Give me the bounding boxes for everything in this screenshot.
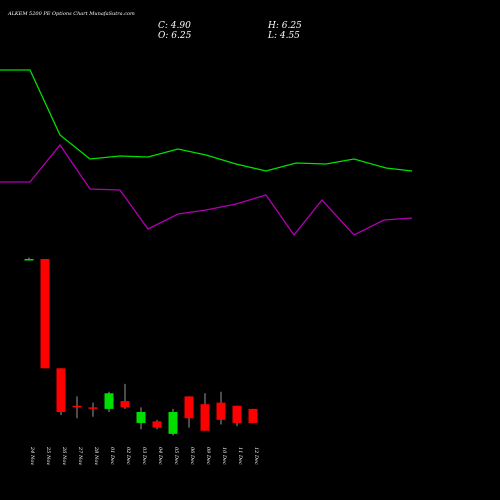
indicator-line-2 xyxy=(0,143,413,237)
candle-body xyxy=(72,405,82,408)
indicator-line-1 xyxy=(0,69,413,172)
candle-body xyxy=(136,412,146,423)
candle-25-nov xyxy=(40,259,50,369)
candle-body xyxy=(40,259,50,369)
candle-09-dec xyxy=(200,393,210,431)
tick-label: 10 Dec xyxy=(221,447,227,465)
candle-27-nov xyxy=(72,396,82,419)
tick-label: 03 Dec xyxy=(141,447,147,465)
chart-title: ALKEM 5200 PE Options Chart MunafaSutra.… xyxy=(7,11,135,17)
candle-11-dec xyxy=(232,405,242,427)
tick-label: 28 Nov xyxy=(93,446,99,465)
close-label: C: 4.90 xyxy=(158,21,191,31)
candle-06-dec xyxy=(184,396,194,428)
tick-label: 11 Dec xyxy=(237,447,243,465)
candle-body xyxy=(232,405,242,423)
x-axis-ticks: 24 Nov 25 Nov 26 Nov 27 Nov 28 Nov 01 Dec 02 D… xyxy=(29,446,259,465)
candle-body xyxy=(216,402,226,420)
candle-body xyxy=(24,259,34,261)
tick-label: 12 Dec xyxy=(253,447,259,465)
candle-04-dec xyxy=(152,419,162,430)
candle-26-nov xyxy=(56,368,66,416)
candle-body xyxy=(248,408,258,423)
tick-label: 27 Nov xyxy=(77,446,83,465)
candle-24-nov xyxy=(24,257,34,261)
candle-body xyxy=(88,407,98,409)
candle-01-dec xyxy=(104,391,114,413)
candle-body xyxy=(168,412,178,434)
candle-03-dec xyxy=(136,407,146,430)
candle-28-nov xyxy=(88,402,98,417)
tick-label: 05 Dec xyxy=(173,447,179,465)
tick-label: 02 Dec xyxy=(125,447,131,465)
candle-02-dec xyxy=(120,383,130,409)
tick-label: 01 Dec xyxy=(109,447,115,465)
candle-body xyxy=(200,404,210,431)
tick-label: 06 Dec xyxy=(189,447,195,465)
candle-body xyxy=(184,396,194,419)
open-label: O: 6.25 xyxy=(158,31,192,41)
candle-12-dec xyxy=(248,408,258,423)
low-label: L: 4.55 xyxy=(267,31,300,41)
candle-body xyxy=(152,421,162,428)
candle-05-dec xyxy=(168,408,178,436)
tick-label: 25 Nov xyxy=(45,446,51,465)
candle-body xyxy=(120,401,130,408)
candles xyxy=(24,257,258,436)
candle-10-dec xyxy=(216,391,226,425)
tick-label: 09 Dec xyxy=(205,447,211,465)
high-label: H: 6.25 xyxy=(267,21,302,31)
tick-label: 04 Dec xyxy=(157,447,163,465)
indicator-lines xyxy=(0,69,413,237)
tick-label: 26 Nov xyxy=(61,446,67,465)
tick-label: 24 Nov xyxy=(29,446,35,465)
candle-body xyxy=(56,368,66,413)
candle-body xyxy=(104,393,114,409)
